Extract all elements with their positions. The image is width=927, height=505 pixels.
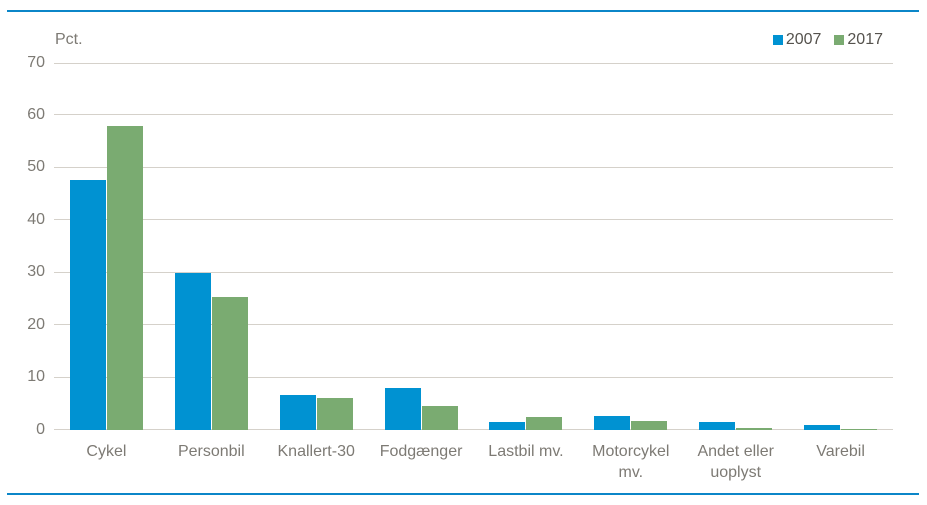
bar-2007-knallert-30 [279, 394, 316, 430]
bar-2007-personbil [174, 273, 211, 430]
y-tick-label-50: 50 [27, 158, 45, 176]
bar-2007-andet-eller [699, 422, 736, 430]
bar-2007-varebil [804, 424, 841, 430]
bottom-divider [7, 493, 919, 495]
y-tick-label-10: 10 [27, 368, 45, 386]
x-category-label-cykel: Cykel [86, 443, 127, 460]
bar-2007-cykel [69, 180, 106, 430]
legend-label: 2007 [785, 31, 822, 48]
gridline-60 [54, 114, 893, 116]
gridline-40 [54, 219, 893, 221]
legend-swatch-icon [834, 35, 845, 45]
x-category-label-fodgænger: Fodgænger [379, 443, 463, 460]
gridline-30 [54, 271, 893, 273]
bar-2017-motorcykel [631, 421, 668, 430]
y-tick-label-60: 60 [27, 105, 45, 123]
bar-2017-personbil [211, 296, 248, 430]
bar-2017-cykel [106, 125, 143, 430]
bar-2007-lastbil-mv [489, 421, 526, 430]
bar-2017-andet-eller [736, 428, 773, 430]
legend-swatch-icon [772, 35, 783, 45]
legend-label: 2017 [847, 31, 883, 48]
bar-2017-knallert-30 [316, 397, 353, 430]
legend: 2007 2017 [772, 31, 883, 48]
y-tick-label-0: 0 [36, 420, 45, 438]
y-tick-label-40: 40 [27, 210, 45, 228]
bar-2007-fodgænger [384, 388, 421, 430]
bar-2017-fodgænger [421, 406, 458, 430]
x-category-label-motorcykel: Motorcykel mv. [592, 443, 670, 481]
x-category-label-personbil: Personbil [177, 443, 245, 460]
gridline-10 [54, 376, 893, 378]
y-tick-label-70: 70 [27, 53, 45, 71]
top-divider [7, 10, 919, 12]
gridline-0 [54, 429, 893, 430]
bar-2007-motorcykel [594, 416, 631, 430]
x-category-label-knallert-30: Knallert-30 [277, 443, 355, 460]
bar-2017-varebil [841, 429, 878, 430]
gridline-70 [54, 63, 893, 64]
y-tick-label-20: 20 [27, 315, 45, 333]
legend-item-2007: 2007 [772, 31, 822, 48]
legend-item-2017: 2017 [834, 32, 883, 48]
y-axis-unit-label: Pct. [55, 31, 83, 48]
gridline-20 [54, 324, 893, 326]
x-category-label-varebil: Varebil [816, 443, 865, 460]
y-tick-label-30: 30 [27, 263, 45, 281]
plot-area: 0 10 20 30 40 50 60 70 Cykel Personbil Knallert-30… [27, 54, 893, 481]
x-category-label-andet-eller: Andet eller uoplyst [697, 443, 774, 481]
gridline-50 [54, 166, 893, 168]
bar-2017-lastbil-mv [526, 417, 563, 430]
x-category-label-lastbil-mv: Lastbil mv. [488, 443, 564, 460]
